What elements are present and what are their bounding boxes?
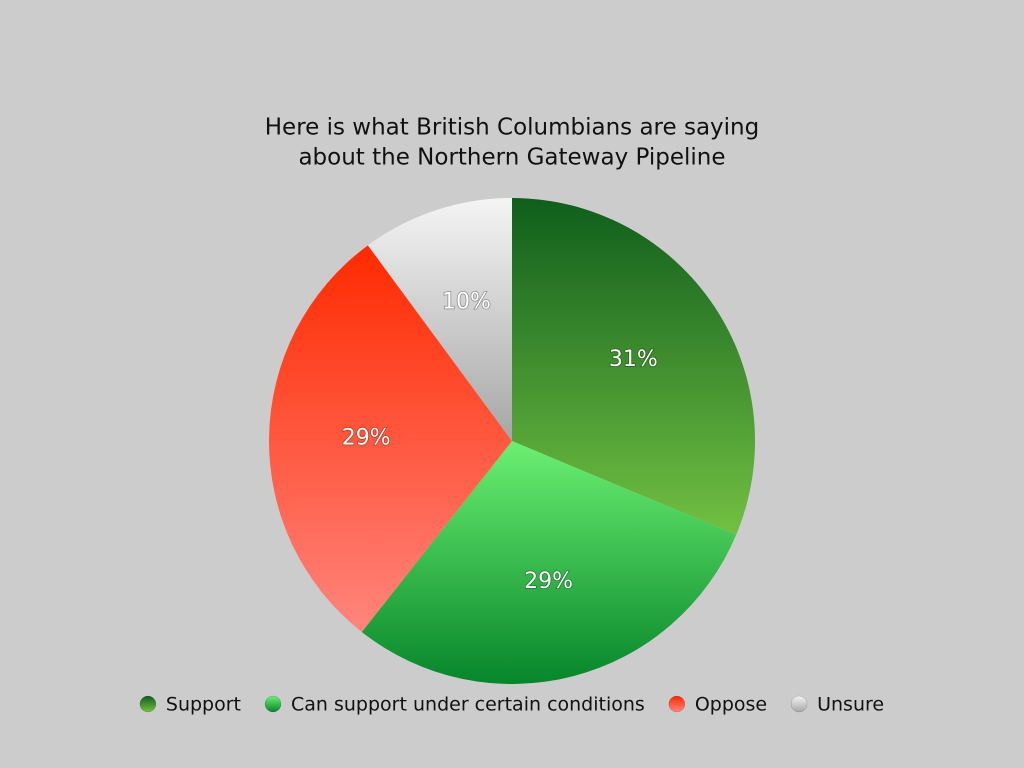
legend-label: Support bbox=[166, 694, 241, 716]
chart-title: about the Northern Gateway Pipeline bbox=[298, 145, 725, 171]
chart-title: Here is what British Columbians are sayi… bbox=[265, 115, 759, 141]
legend-marker bbox=[668, 695, 686, 713]
value-label: 31% bbox=[609, 347, 658, 372]
legend-marker bbox=[139, 695, 157, 713]
legend-marker bbox=[790, 695, 808, 713]
pie-slice bbox=[367, 198, 512, 441]
legend-label: Unsure bbox=[817, 694, 884, 716]
pie-slice bbox=[268, 245, 512, 633]
value-label: 29% bbox=[342, 426, 391, 451]
legend-label: Can support under certain conditions bbox=[291, 694, 645, 716]
pie-slice bbox=[512, 198, 755, 535]
value-label: 10% bbox=[442, 289, 491, 314]
value-label: 29% bbox=[524, 569, 573, 594]
pie-slice bbox=[361, 441, 737, 685]
legend-marker bbox=[264, 695, 282, 713]
legend-label: Oppose bbox=[695, 694, 767, 716]
